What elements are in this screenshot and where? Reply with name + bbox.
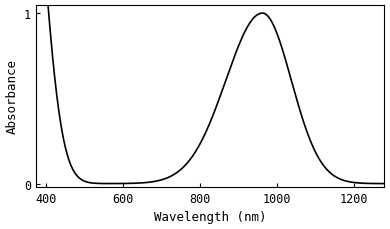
- Y-axis label: Absorbance: Absorbance: [5, 59, 19, 134]
- X-axis label: Wavelength (nm): Wavelength (nm): [154, 210, 266, 224]
